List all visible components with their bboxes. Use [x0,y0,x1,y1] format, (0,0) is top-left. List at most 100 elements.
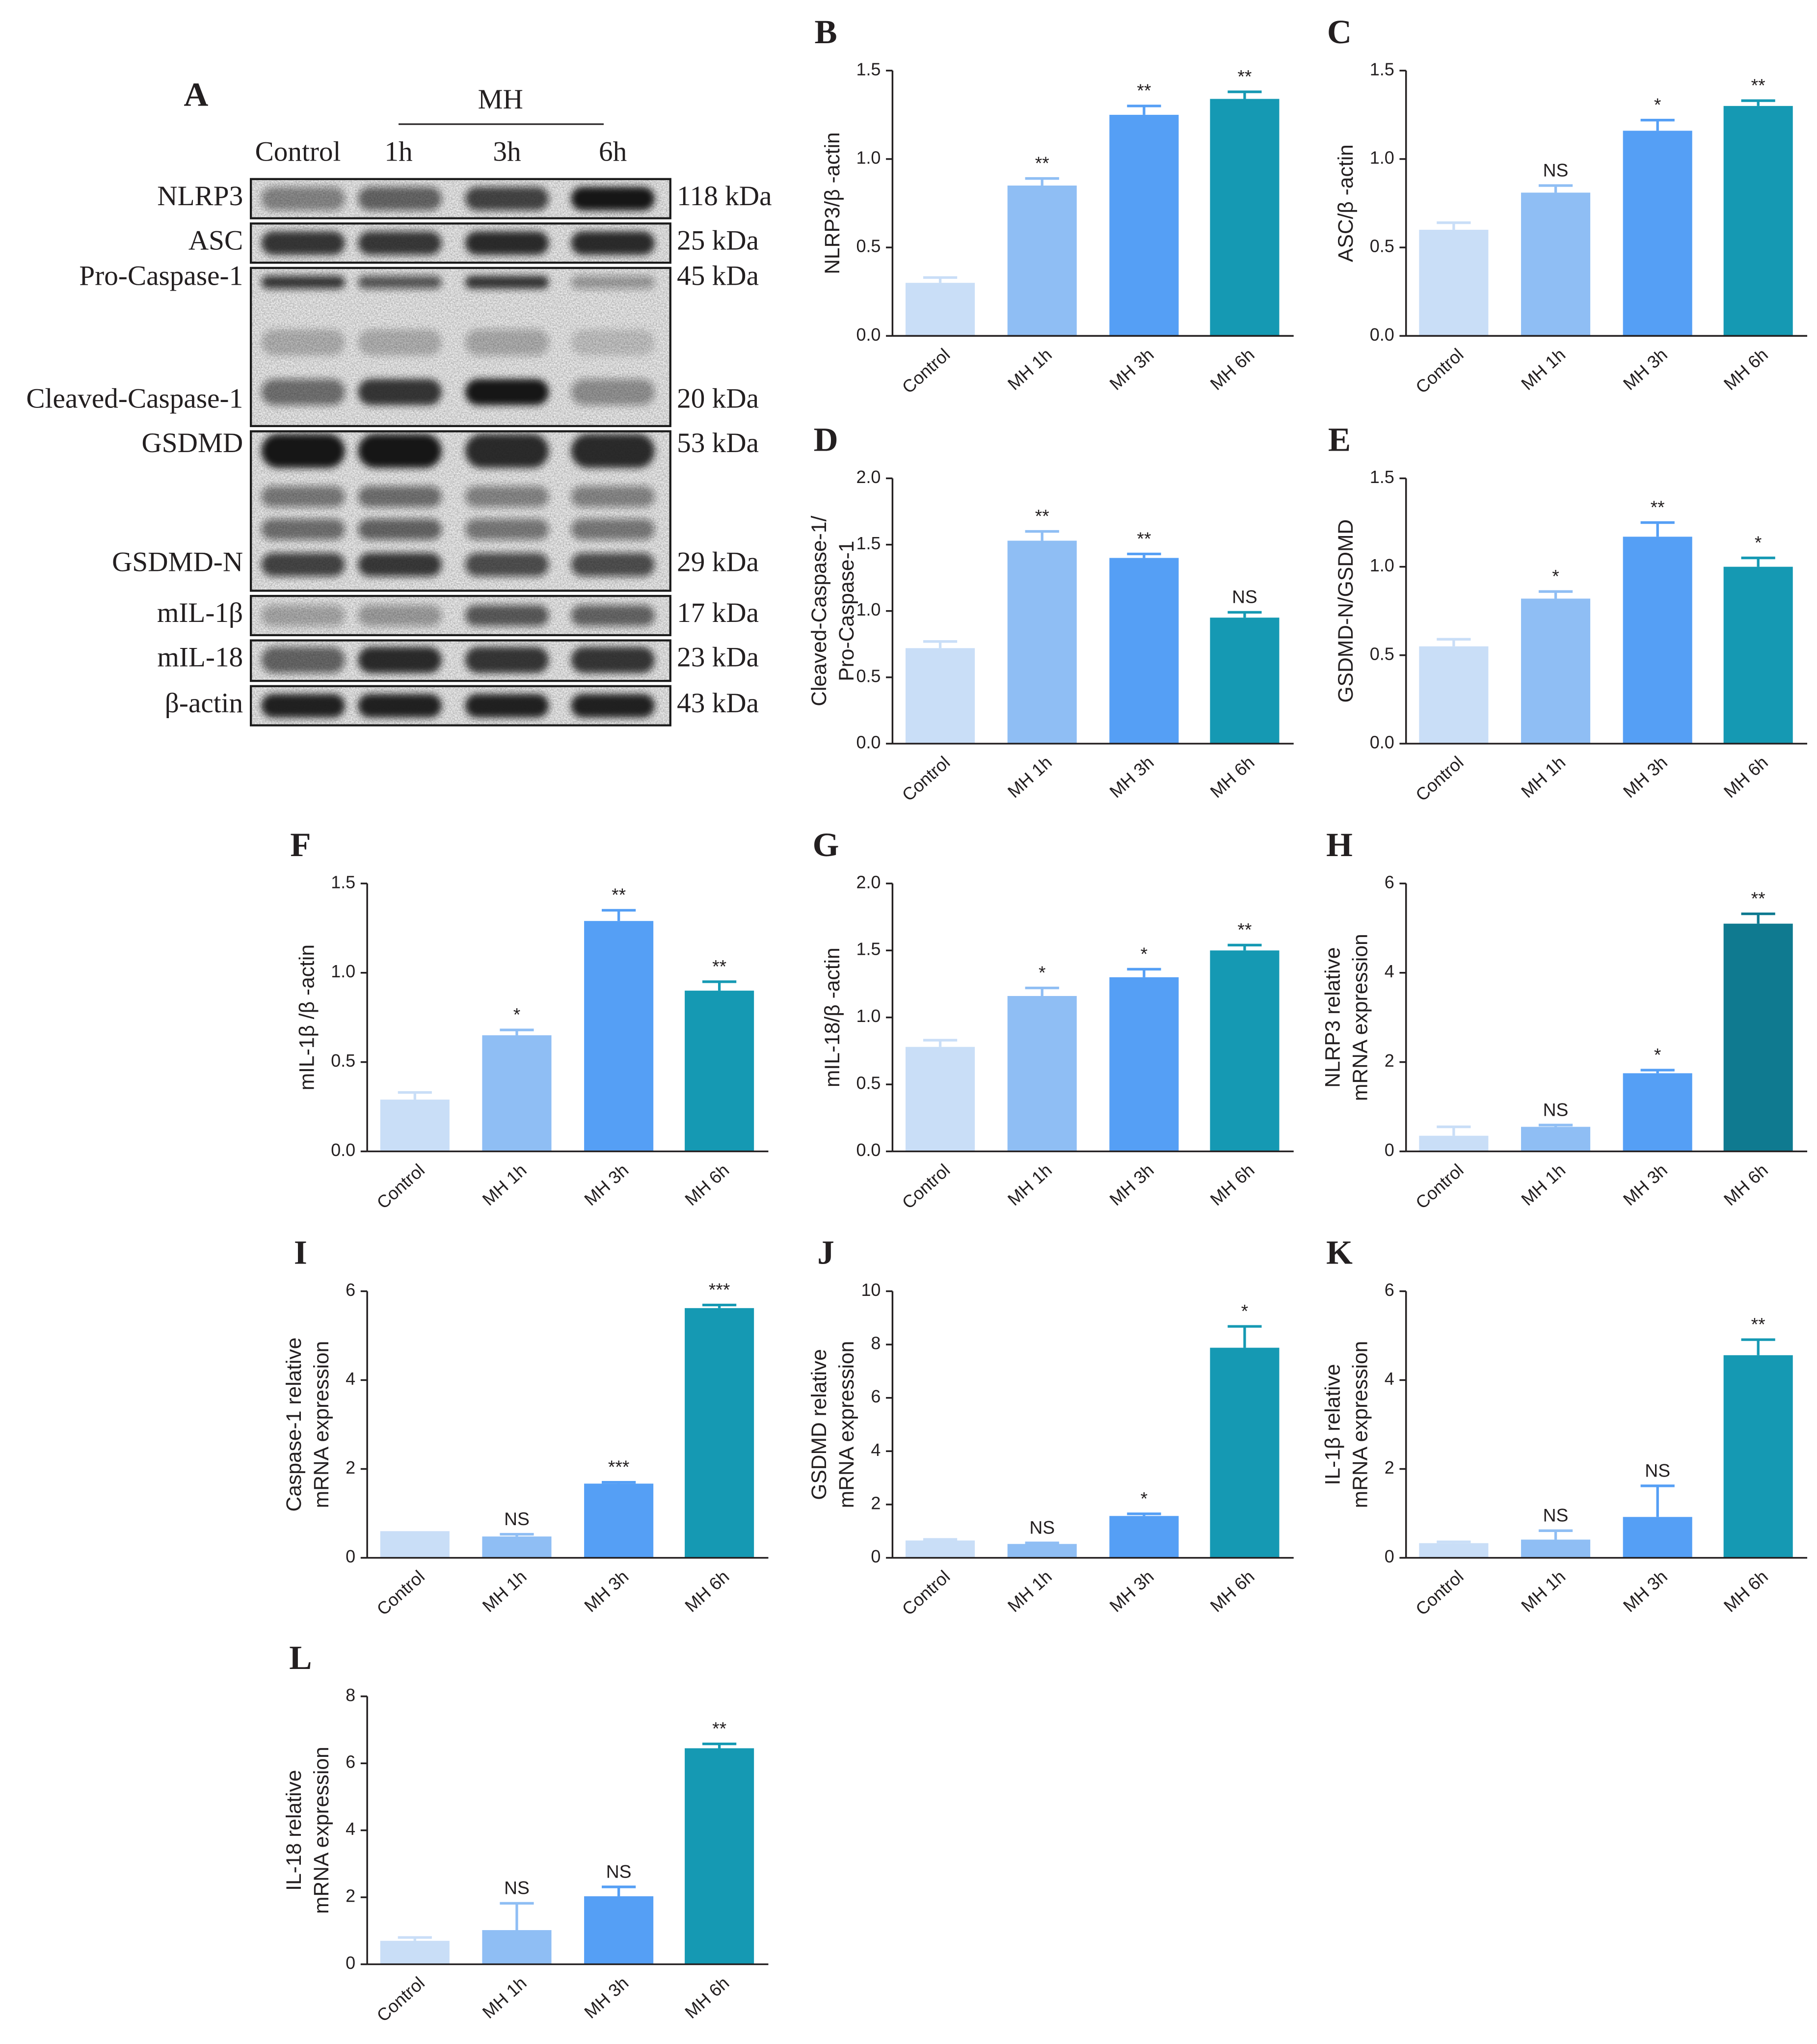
bar-mh-3h [1623,131,1692,336]
significance-label-mh-3h: ** [1137,80,1151,101]
x-tick-label-control: Control [373,1160,428,1213]
blot-strip [251,223,670,263]
band-asc-control [261,231,345,255]
x-tick-label-mh-6h: MH 6h [1720,1160,1772,1210]
bar-mh-6h [685,1748,754,1964]
panel-label-i: I [294,1233,307,1271]
y-tick-label: 0 [871,1546,881,1566]
y-tick-label: 0.0 [331,1140,355,1160]
y-axis-label: GSDMD-N/GSDMD [1334,519,1358,703]
x-tick-label-control: Control [1412,1566,1468,1619]
treatment-group-label: MH [478,84,523,115]
bar-control [906,648,975,744]
y-axis-label: NLRP3/β -actin [821,132,844,274]
significance-label-mh-6h: * [1755,532,1762,553]
significance-label-mh-6h: ** [1751,888,1765,909]
bar-mh-6h [685,991,754,1152]
y-tick-label: 0.0 [856,1140,881,1160]
y-tick-label: 1.5 [331,872,355,892]
blot-strip-frame [250,685,671,726]
x-tick-label-mh-6h: MH 6h [681,1973,733,2022]
y-tick-label: 1.0 [856,147,881,167]
blot-strip [251,268,670,426]
x-tick-label-mh-6h: MH 6h [1206,1160,1258,1210]
y-tick-label: 1.0 [1370,555,1394,575]
x-tick-label-mh-3h: MH 3h [1619,1160,1671,1210]
significance-label-mh-1h: * [513,1004,521,1025]
x-tick-label-control: Control [373,1566,428,1619]
bar-mh-3h [1109,1516,1179,1558]
y-tick-label: 6 [871,1386,881,1406]
y-tick-label: 1.5 [856,939,881,959]
bar-mh-3h [1623,1517,1692,1558]
bar-mh-3h [1109,558,1179,744]
bar-mh-1h [1521,1539,1591,1558]
y-tick-label: 8 [871,1333,881,1353]
band-cleaved-caspase-1-control [261,379,345,405]
y-axis-label: mIL-1β /β -actin [295,944,319,1090]
lane-label-6h: 6h [599,136,627,167]
y-axis-label: Caspase-1 relative [282,1338,306,1512]
band-cleaved-caspase-1-3h [465,379,549,405]
x-tick-label-mh-6h: MH 6h [1720,344,1772,394]
bar-mh-6h [685,1308,754,1558]
y-tick-label: 0.0 [856,732,881,752]
panel-label-h: H [1326,826,1353,863]
blot-strip-frame [250,178,671,219]
bar-mh-1h [482,1035,552,1152]
x-tick-label-mh-1h: MH 1h [479,1566,531,1616]
chart-b: B Control ** MH 1h ** MH 3h ** MH 6h 0.0 0.5 1.0 1.… [815,13,1294,397]
y-tick-label: 1.5 [1370,59,1394,79]
lane-label-control: Control [255,136,341,167]
y-axis-label: mRNA expression [310,1747,333,1914]
y-tick-label: 2 [871,1493,881,1513]
band-mil-1beta-control [261,605,345,626]
x-tick-label-control: Control [1412,752,1468,805]
bar-mh-6h [1210,1347,1280,1558]
significance-label-mh-1h: NS [1543,160,1569,180]
band-beta-actin-6h [571,694,655,718]
bar-control [380,1100,450,1152]
x-tick-label-mh-1h: MH 1h [1004,752,1056,802]
band-mil-1beta-1h [358,605,442,626]
y-tick-label: 1.0 [856,599,881,619]
panel-label-j: J [817,1233,834,1271]
y-tick-label: 0.0 [856,324,881,345]
x-tick-label-mh-6h: MH 6h [1720,752,1772,802]
x-tick-label-control: Control [898,1566,954,1619]
band-gsdmd-n-control [261,553,345,577]
y-axis-label: ASC/β -actin [1334,144,1358,262]
y-tick-label: 1.5 [856,533,881,553]
bar-mh-3h [1109,114,1179,336]
x-tick-label-mh-1h: MH 1h [1004,1160,1056,1210]
bar-mh-6h [1723,566,1793,744]
y-axis-label: mRNA expression [835,1341,858,1508]
x-tick-label-mh-1h: MH 1h [1004,344,1056,394]
bar-control [380,1531,450,1558]
y-axis-label: IL-18 relative [282,1770,306,1891]
y-axis-label: IL-1β relative [1321,1364,1345,1485]
y-tick-label: 6 [346,1280,355,1300]
bar-mh-6h [1210,618,1280,744]
band-gsdmd-1h [358,433,442,468]
lane-label-1h: 1h [384,136,412,167]
band-nlrp3-control [261,187,345,211]
band-mil-18-1h [358,646,442,673]
western-blot-panel: A MH Control 1h 3h 6h NLRP3 118 kDa ASC 25 kDa Pro… [26,76,772,726]
x-tick-label-control: Control [373,1973,428,2026]
bar-mh-1h [482,1930,552,1964]
x-tick-label-control: Control [1412,344,1468,397]
band-background-smear-6h [571,518,655,540]
y-axis-label: NLRP3 relative [1321,947,1345,1088]
band-cleaved-caspase-1-6h [571,379,655,405]
significance-label-mh-3h: ** [612,885,626,905]
protein-label-mil-1beta: mIL-1β [157,597,243,628]
band-nlrp3-6h [571,187,655,211]
molecular-weight-label-nlrp3: 118 kDa [677,181,772,212]
bar-mh-1h [482,1536,552,1558]
band-nlrp3-3h [465,187,549,211]
panel-label-b: B [815,13,837,51]
significance-label-mh-1h: * [1039,962,1046,983]
y-tick-label: 0 [346,1953,355,1973]
y-tick-label: 4 [871,1440,881,1460]
